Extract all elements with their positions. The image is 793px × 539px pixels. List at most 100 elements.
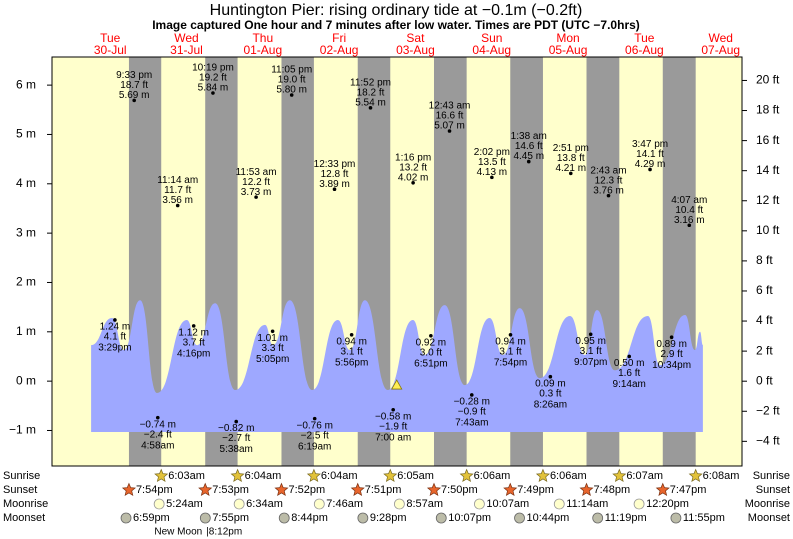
tide-label: 13.2 ft <box>399 162 427 173</box>
moonrise-icon <box>313 498 325 510</box>
tide-point <box>429 333 433 338</box>
tide-label: 4.45 m <box>513 151 544 162</box>
moonset-icon <box>514 512 525 524</box>
y-tick-label: 5 m <box>16 127 36 141</box>
sunset-time: 7:52pm <box>288 484 325 496</box>
sunrise-time: 6:04am <box>321 470 358 482</box>
y2-tick-label: 10 ft <box>756 223 780 237</box>
sunset-icon <box>655 482 670 496</box>
tide-label: 14.6 ft <box>515 141 543 152</box>
y2-tick-label: −2 ft <box>756 403 780 417</box>
tide-label: 7:00 am <box>375 432 411 443</box>
tide-label: 1.01 m <box>257 333 288 344</box>
tide-label: 9:14am <box>613 379 646 390</box>
moonset-time: 8:44pm <box>291 512 328 524</box>
day-weekday: Fri <box>332 31 346 45</box>
moonset-icon <box>278 512 290 524</box>
tide-label: 8:26am <box>534 399 567 410</box>
tide-point <box>349 332 354 337</box>
tide-label: 2.9 ft <box>660 349 682 360</box>
tide-label: 9:33 pm <box>116 70 152 81</box>
tide-label: 6:19am <box>298 441 331 452</box>
day-weekday: Sun <box>481 31 502 45</box>
tide-label: 1:38 am <box>511 131 547 142</box>
sunrise-icon <box>306 468 321 482</box>
tide-label: 13.8 ft <box>557 153 585 164</box>
tide-label: 3.0 ft <box>420 347 442 358</box>
tide-point <box>469 393 474 397</box>
tide-label: 4.29 m <box>635 159 666 170</box>
y-tick-label: −1 m <box>9 423 36 437</box>
tide-label: 5.84 m <box>198 83 229 94</box>
tide-point <box>648 167 652 172</box>
tide-label: 12.2 ft <box>242 177 270 188</box>
day-date: 06-Aug <box>625 43 664 57</box>
y-tick-label: 1 m <box>16 324 36 338</box>
moonrise-icon <box>474 498 485 510</box>
y2-tick-label: 12 ft <box>756 193 780 207</box>
sunrise-icon <box>459 468 474 482</box>
sunrise-icon <box>230 468 245 482</box>
tide-label: 4:58am <box>141 440 174 451</box>
tide-label: 0.3 ft <box>539 388 561 399</box>
tide-label: 7:43am <box>455 418 488 429</box>
day-weekday: Wed <box>174 31 198 45</box>
tide-label: 3.1 ft <box>341 346 363 357</box>
sunrise-icon <box>154 468 169 482</box>
tide-label: 19.2 ft <box>199 73 227 84</box>
tide-area <box>91 300 703 432</box>
tide-label: 0.95 m <box>575 336 606 347</box>
moonset-icon <box>199 512 211 524</box>
tide-label: 1.12 m <box>178 328 209 339</box>
tide-point <box>368 106 373 110</box>
moonset-time: 10:07pm <box>448 512 491 524</box>
tide-label: 5:38am <box>220 444 253 455</box>
tide-label: 0.94 m <box>495 336 526 347</box>
tide-label: 4.1 ft <box>104 332 126 343</box>
tide-point <box>588 332 593 337</box>
y-tick-label: 3 m <box>16 225 36 239</box>
row-label-right: Sunset <box>756 484 790 496</box>
tide-label: 1.6 ft <box>618 368 640 379</box>
day-date: 04-Aug <box>472 43 511 57</box>
day-date: 02-Aug <box>320 43 359 57</box>
tide-label: 11:05 pm <box>271 65 312 76</box>
sunset-time: 7:49pm <box>517 484 554 496</box>
tide-label: 3.1 ft <box>499 346 521 357</box>
moonrise-icon <box>633 498 645 510</box>
moonset-time: 6:59pm <box>133 512 170 524</box>
y2-tick-label: −4 ft <box>756 434 780 448</box>
tide-label: 3.89 m <box>319 179 350 190</box>
tide-label: −0.74 m <box>140 419 176 430</box>
tide-label: 4.02 m <box>398 172 429 183</box>
tide-label: 18.2 ft <box>357 87 385 98</box>
tide-label: −1.9 ft <box>379 421 407 432</box>
y-tick-label: 2 m <box>16 275 36 289</box>
moonrise-time: 6:34am <box>246 498 283 510</box>
moonrise-time: 8:57am <box>406 498 443 510</box>
sunset-icon <box>503 482 518 496</box>
y2-tick-label: 14 ft <box>756 163 780 177</box>
tide-label: 13.5 ft <box>478 157 506 168</box>
tide-label: 10:34pm <box>652 360 691 371</box>
tide-label: 14.1 ft <box>636 149 664 160</box>
sunrise-time: 6:04am <box>245 470 282 482</box>
tide-label: −2.4 ft <box>144 429 172 440</box>
moonset-time: 11:19pm <box>605 512 647 524</box>
tide-label: 11.7 ft <box>164 185 191 196</box>
sunset-time: 7:48pm <box>594 484 631 496</box>
chart-subtitle: Image captured One hour and 7 minutes af… <box>152 18 640 32</box>
tide-label: 2:02 pm <box>474 147 510 158</box>
moonset-time: 9:28pm <box>370 512 407 524</box>
sunset-icon <box>198 482 213 496</box>
moon-phase-time: |8:12pm <box>206 527 242 538</box>
tide-label: 12.8 ft <box>321 169 349 180</box>
day-date: 07-Aug <box>701 43 740 57</box>
moonrise-icon <box>393 498 405 510</box>
day-date: 31-Jul <box>170 43 203 57</box>
sunrise-icon <box>383 468 398 482</box>
y2-tick-label: 20 ft <box>756 73 780 87</box>
tide-point <box>669 335 674 340</box>
tide-label: 19.0 ft <box>278 75 306 86</box>
